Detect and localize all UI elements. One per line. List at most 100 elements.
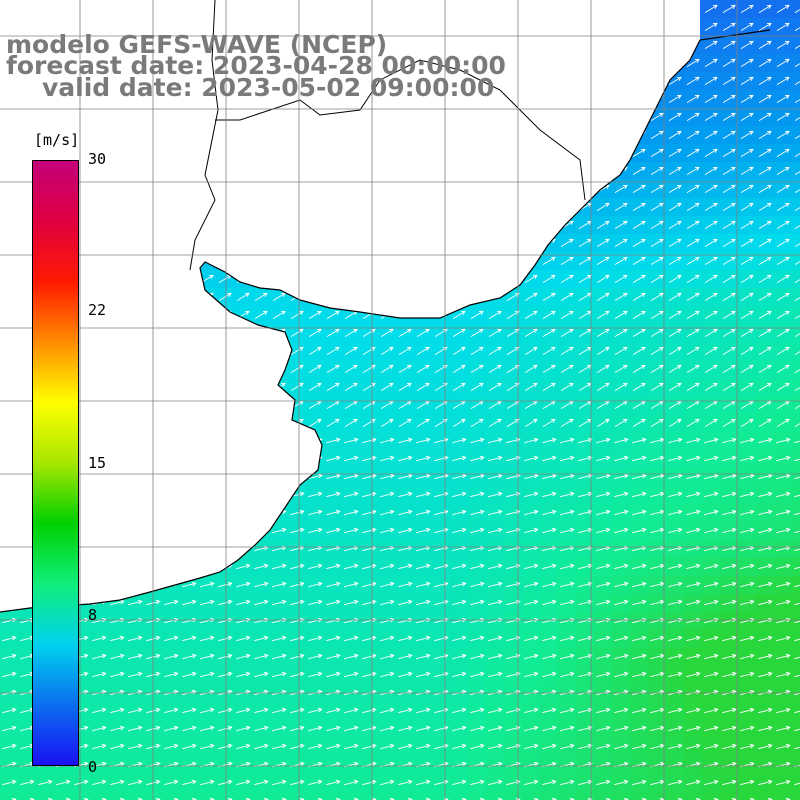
wind-arrow — [560, 346, 574, 356]
wind-arrow — [740, 238, 754, 248]
wind-arrow — [542, 310, 556, 320]
field-cell — [792, 36, 800, 54]
field-cell — [468, 792, 486, 800]
wind-arrow — [758, 112, 772, 122]
wind-arrow — [614, 779, 629, 786]
wind-arrow — [740, 58, 754, 68]
colorbar-tick-0: 0 — [88, 758, 98, 776]
field-cell — [612, 792, 630, 800]
wind-arrow — [632, 653, 647, 660]
wind-arrow — [344, 563, 359, 570]
wind-arrow — [452, 382, 466, 392]
wind-arrow — [236, 599, 251, 606]
wind-arrow — [110, 779, 125, 786]
land-mass — [0, 0, 700, 612]
wind-arrow — [596, 491, 611, 498]
wind-arrow — [452, 346, 466, 356]
wind-arrow — [452, 725, 467, 732]
wind-arrow — [560, 743, 575, 750]
wind-arrow — [452, 455, 467, 462]
field-cell — [792, 270, 800, 288]
wind-arrow — [362, 653, 377, 660]
wind-arrow — [668, 455, 683, 462]
wind-arrow — [164, 671, 179, 678]
wind-arrow — [776, 202, 790, 212]
wind-arrow — [542, 509, 557, 516]
wind-arrow — [488, 563, 503, 570]
wind-arrow — [596, 328, 610, 338]
wind-arrow — [470, 563, 485, 570]
field-cell — [720, 792, 738, 800]
wind-arrow — [470, 473, 485, 480]
wind-arrow — [632, 292, 646, 302]
wind-arrow — [722, 22, 736, 32]
wind-arrow — [722, 743, 737, 750]
wind-arrow — [326, 509, 341, 516]
wind-arrow — [182, 725, 197, 732]
wind-arrow — [470, 346, 484, 356]
wind-arrow — [758, 238, 772, 248]
wind-arrow — [380, 563, 395, 570]
wind-arrow — [794, 405, 800, 410]
wind-arrow — [722, 94, 736, 104]
wind-arrow — [272, 599, 287, 606]
wind-arrow — [704, 94, 718, 104]
wind-arrow — [560, 635, 575, 642]
wind-arrow — [452, 581, 467, 588]
coastline — [0, 29, 771, 613]
wind-arrow — [38, 779, 53, 786]
wind-arrow — [722, 509, 737, 516]
field-cell — [774, 792, 792, 800]
wind-arrow — [182, 707, 197, 714]
wind-arrow — [740, 563, 755, 570]
wind-arrow — [704, 635, 719, 642]
wind-arrow — [236, 743, 251, 750]
wind-arrow — [488, 743, 503, 750]
wind-arrow — [686, 563, 701, 570]
wind-arrow — [398, 581, 413, 588]
wind-arrow — [740, 779, 755, 786]
wind-arrow — [578, 527, 593, 534]
wind-arrow — [344, 635, 359, 642]
wind-arrow — [686, 238, 700, 248]
wind-arrow — [542, 581, 557, 588]
wind-arrow — [614, 220, 628, 230]
wind-arrow — [308, 491, 323, 498]
wind-arrow — [452, 527, 467, 534]
wind-arrow — [272, 725, 287, 732]
wind-arrow — [308, 364, 322, 374]
wind-arrow — [614, 707, 629, 714]
wind-arrow — [614, 238, 628, 248]
field-cell — [684, 792, 702, 800]
wind-arrow — [740, 22, 754, 32]
wind-arrow — [452, 707, 467, 714]
wind-arrow — [632, 437, 647, 444]
wind-arrow — [794, 566, 800, 570]
wind-arrow — [758, 707, 773, 714]
wind-arrow — [740, 364, 754, 374]
wind-arrow — [794, 440, 800, 444]
wind-arrow — [578, 671, 593, 678]
wind-arrow — [704, 130, 718, 140]
field-cell — [0, 792, 18, 800]
wind-arrow — [542, 563, 557, 570]
wind-arrow — [200, 581, 215, 588]
wind-arrow — [596, 346, 610, 356]
colorbar-tick-22: 22 — [88, 301, 107, 319]
wind-arrow — [182, 599, 197, 606]
wind-arrow — [416, 437, 431, 444]
wind-arrow — [632, 418, 646, 428]
wind-arrow — [524, 743, 539, 750]
wind-arrow — [632, 166, 646, 176]
field-cell — [594, 792, 612, 800]
wind-arrow — [362, 581, 377, 588]
wind-arrow — [758, 635, 773, 642]
wind-arrow — [290, 599, 305, 606]
wind-arrow — [218, 671, 233, 678]
wind-arrow — [578, 707, 593, 714]
field-cell — [792, 18, 800, 36]
wind-arrow — [92, 707, 107, 714]
wind-arrow — [452, 310, 466, 320]
wind-arrow — [794, 476, 800, 480]
